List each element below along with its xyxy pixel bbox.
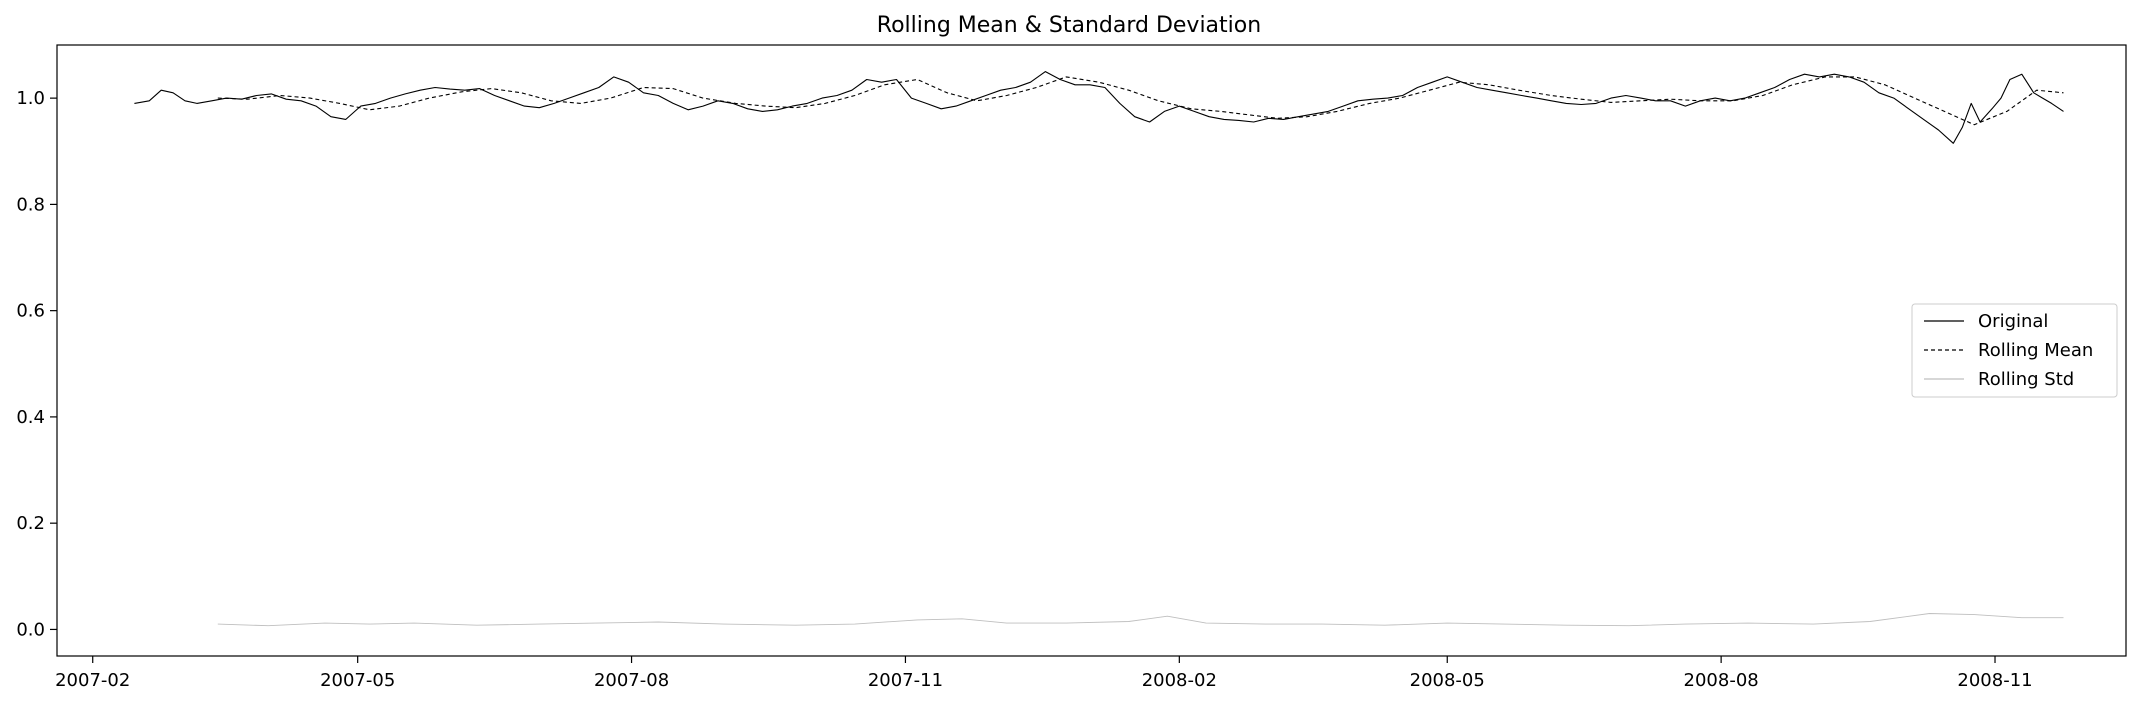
- series-line-original: [134, 71, 2064, 144]
- x-tick-label: 2008-08: [1684, 670, 1759, 691]
- y-tick-label: 0.0: [16, 619, 45, 640]
- y-tick-label: 0.6: [16, 301, 45, 322]
- x-tick-label: 2007-05: [320, 670, 395, 691]
- plot-frame: [56, 44, 2127, 657]
- y-tick-label: 0.8: [16, 194, 45, 215]
- legend-entry: Rolling Std: [1978, 369, 2074, 390]
- x-tick-label: 2008-02: [1142, 670, 1217, 691]
- chart-title: Rolling Mean & Standard Deviation: [877, 13, 1261, 38]
- x-tick-label: 2008-11: [1957, 670, 2032, 691]
- y-tick-label: 0.2: [16, 513, 45, 534]
- series-line-rolling-mean: [217, 76, 2064, 126]
- legend-box: [1911, 303, 2118, 398]
- plot-area: [134, 71, 2064, 627]
- series-line-rolling-std: [217, 613, 2064, 627]
- legend: Original Rolling Mean Rolling Std: [1911, 303, 2118, 398]
- legend-entry: Rolling Mean: [1978, 340, 2093, 361]
- x-tick-label: 2007-11: [868, 670, 943, 691]
- legend-entry: Original: [1978, 311, 2048, 332]
- x-tick-label: 2007-08: [594, 670, 669, 691]
- x-tick-label: 2007-02: [55, 670, 130, 691]
- y-tick-label: 1.0: [16, 88, 45, 109]
- y-tick-label: 0.4: [16, 407, 45, 428]
- axes: 2007-02 2007-05 2007-08 2007-11 2008-02 2008-…: [16, 44, 2127, 691]
- x-tick-label: 2008-05: [1410, 670, 1485, 691]
